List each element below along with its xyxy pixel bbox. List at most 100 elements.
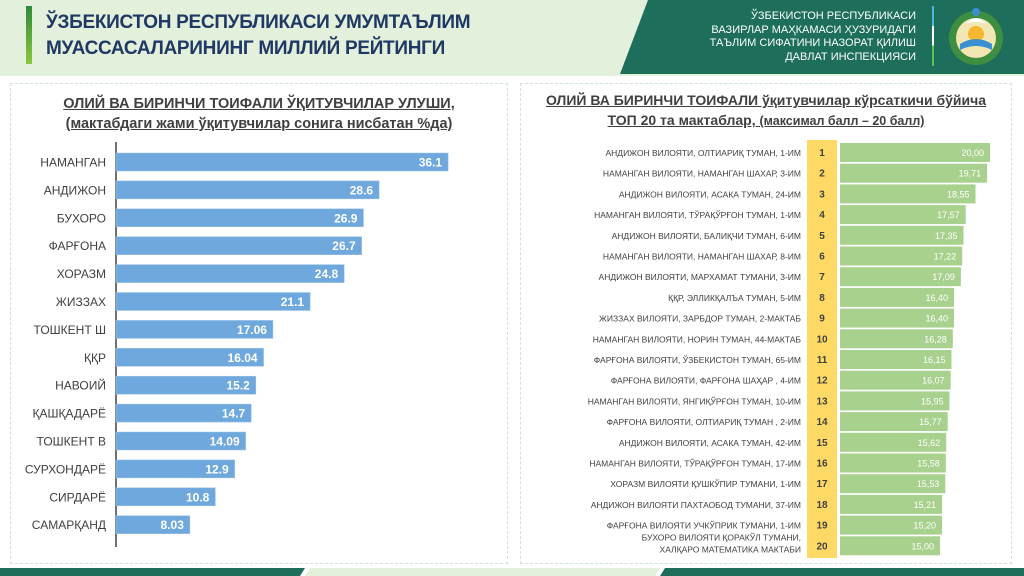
category-label: ХАЛҚАРО МАТЕМАТИКА МАКТАБИ	[660, 544, 801, 554]
rank-label: 7	[819, 272, 825, 283]
category-label: АНДИЖОН ВИЛОЯТИ, БАЛИҚЧИ ТУМАН, 6-ИМ	[612, 231, 801, 241]
data-label: 36.1	[419, 156, 443, 170]
category-label: ФАРҒОНА ВИЛОЯТИ, ОЛТИАРИҚ ТУМАН , 2-ИМ	[607, 417, 801, 427]
chart-title: ОЛИЙ ВА БИРИНЧИ ТОИФАЛИ ўқитувчилар кўрс…	[521, 90, 1011, 131]
category-label: АНДИЖОН	[44, 183, 106, 197]
category-label: СУРХОНДАРЁ	[25, 462, 106, 476]
title-line-2: МУАССАСАЛАРИНИНГ МИЛЛИЙ РЕЙТИНГИ	[46, 38, 445, 59]
rank-label: 11	[817, 355, 828, 366]
chart-subtitle: ТОП 20 та мактаблар,	[607, 112, 756, 128]
title-accent-bar	[26, 6, 32, 64]
data-label: 17,57	[937, 210, 960, 220]
category-label: ХОРАЗМ	[57, 267, 106, 281]
flag-divider	[932, 6, 934, 66]
bar	[840, 370, 951, 390]
category-label: ҚАШҚАДАРЁ	[32, 407, 106, 421]
bar	[840, 225, 964, 245]
category-label: АНДИЖОН ВИЛОЯТИ, МАРХАМАТ ТУМАНИ, 3-ИМ	[599, 272, 801, 282]
org-line: ДАВЛАТ ИНСПЕКЦИЯСИ	[785, 50, 916, 63]
data-label: 18,55	[947, 189, 970, 199]
bar	[840, 205, 966, 225]
org-line: ТАЪЛИМ СИФАТИНИ НАЗОРАТ ҚИЛИШ	[709, 37, 916, 49]
data-label: 16.04	[228, 351, 258, 365]
data-label: 16,28	[924, 334, 947, 344]
rank-label: 1	[819, 148, 825, 159]
data-label: 8.03	[161, 518, 185, 532]
data-label: 20,00	[961, 148, 984, 158]
rank-label: 19	[816, 521, 828, 532]
data-label: 17,09	[932, 272, 955, 282]
category-label: ЖИЗЗАХ ВИЛОЯТИ, ЗАРБДОР ТУМАН, 2-МАКТАБ	[599, 314, 801, 324]
bar	[840, 391, 950, 411]
bar	[115, 348, 264, 367]
bar	[115, 264, 345, 283]
bar	[840, 474, 946, 494]
data-label: 10.8	[186, 490, 210, 504]
rank-label: 20	[816, 541, 828, 552]
category-label: НАМАНГАН ВИЛОЯТИ, НАМАНГАН ШАХАР, 3-ИМ	[603, 169, 801, 179]
bar	[840, 308, 954, 328]
chart-subtitle: (мактабдаги жами ўқитувчилар сонига нисб…	[65, 116, 453, 132]
organization-name: ЎЗБЕКИСТОН РЕСПУБЛИКАСИ ВАЗИРЛАР МАҲКАМА…	[710, 10, 916, 64]
chart-title-line: ОЛИЙ ВА БИРИНЧИ ТОИФАЛИ ўқитувчилар кўрс…	[545, 92, 987, 108]
data-label: 16,40	[925, 314, 948, 324]
bar	[840, 184, 976, 204]
category-label: ҚҚР	[84, 351, 106, 365]
category-label: НАМАНГАН ВИЛОЯТИ, ТЎРАҚЎРҒОН ТУМАН, 1-ИМ	[594, 209, 801, 220]
bar	[840, 287, 954, 307]
page-title: ЎЗБЕКИСТОН РЕСПУБЛИКАСИ УМУМТАЪЛИМ МУАСС…	[46, 10, 471, 62]
data-label: 15,95	[921, 396, 944, 406]
category-label: ФАРҒОНА ВИЛОЯТИ УЧКЎПРИК ТУМАНИ, 1-ИМ	[607, 520, 801, 531]
org-line: ВАЗИРЛАР МАҲКАМАСИ ҲУЗУРИДАГИ	[711, 23, 916, 36]
state-emblem-icon	[949, 8, 1003, 65]
header: ЎЗБЕКИСТОН РЕСПУБЛИКАСИ УМУМТАЪЛИМ МУАСС…	[0, 0, 1024, 76]
bar	[115, 515, 191, 534]
category-label: БУХОРО ВИЛОЯТИ ҚОРАКЎЛ ТУМАНИ,	[642, 531, 801, 542]
category-label: ЖИЗЗАХ	[56, 295, 106, 309]
bar	[840, 536, 940, 556]
category-label: ФАРҒОНА ВИЛОЯТИ, ЎЗБЕКИСТОН ТУМАН, 65-ИМ	[594, 354, 801, 365]
category-label: ФАРҒОНА ВИЛОЯТИ, ФАРҒОНА ШАҲАР , 4-ИМ	[611, 376, 801, 386]
category-label: ТОШКЕНТ Ш	[34, 323, 106, 337]
data-label: 21.1	[281, 295, 305, 309]
category-label: АНДИЖОН ВИЛОЯТИ, АСАКА ТУМАН, 42-ИМ	[619, 438, 801, 448]
data-label: 14.7	[222, 407, 246, 421]
category-label: АНДИЖОН ВИЛОЯТИ, АСАКА ТУМАН, 24-ИМ	[619, 189, 801, 199]
bar	[840, 246, 963, 266]
data-label: 16,15	[923, 355, 946, 365]
bar	[840, 515, 942, 535]
category-label: АНДИЖОН ВИЛОЯТИ, ОЛТИАРИҚ ТУМАН, 1-ИМ	[606, 148, 802, 158]
data-label: 17,22	[934, 252, 957, 262]
category-label: ТОШКЕНТ В	[37, 435, 106, 449]
rank-label: 8	[819, 293, 825, 304]
data-label: 12.9	[205, 462, 229, 476]
category-label: НАМАНГАН	[40, 156, 106, 170]
data-label: 17,35	[935, 231, 958, 241]
category-label: НАМАНГАН ВИЛОЯТИ, ТЎРАҚЎРҒОН ТУМАН, 17-И…	[589, 458, 801, 469]
category-label: ҚҚР, ЭЛЛИКҚАЛЪА ТУМАН, 5-ИМ	[668, 293, 801, 303]
bar	[115, 403, 252, 423]
category-label: НАМАНГАН ВИЛОЯТИ, ЯНГИҚЎРҒОН ТУМАН, 10-И…	[588, 395, 801, 406]
category-label: ХОРАЗМ ВИЛОЯТИ ҚУШКЎПИР ТУМАНИ, 1-ИМ	[610, 478, 801, 489]
data-label: 16,40	[925, 293, 948, 303]
chart-subtitle-note: (максимал балл – 20 балл)	[759, 114, 925, 128]
data-label: 15,62	[918, 438, 941, 448]
rank-label: 3	[819, 189, 825, 200]
bar	[840, 494, 943, 514]
data-label: 19,71	[959, 169, 982, 179]
bar	[115, 431, 246, 451]
data-label: 15,20	[913, 521, 936, 531]
rank-label: 13	[816, 396, 828, 407]
rank-label: 9	[819, 314, 825, 325]
data-label: 24.8	[315, 267, 339, 281]
data-label: 15,21	[914, 500, 937, 510]
category-label: САМАРҚАНД	[32, 518, 106, 532]
data-label: 14.09	[210, 435, 240, 449]
data-label: 28.6	[350, 183, 374, 197]
rank-label: 16	[816, 459, 828, 470]
chart-title: ОЛИЙ ВА БИРИНЧИ ТОИФАЛИ ЎҚИТУВЧИЛАР УЛУШ…	[11, 94, 507, 134]
bar	[115, 152, 449, 172]
footer-stripes	[0, 568, 1024, 576]
data-label: 15,53	[917, 479, 940, 489]
title-line-1: ЎЗБЕКИСТОН РЕСПУБЛИКАСИ УМУМТАЪЛИМ	[46, 12, 471, 33]
